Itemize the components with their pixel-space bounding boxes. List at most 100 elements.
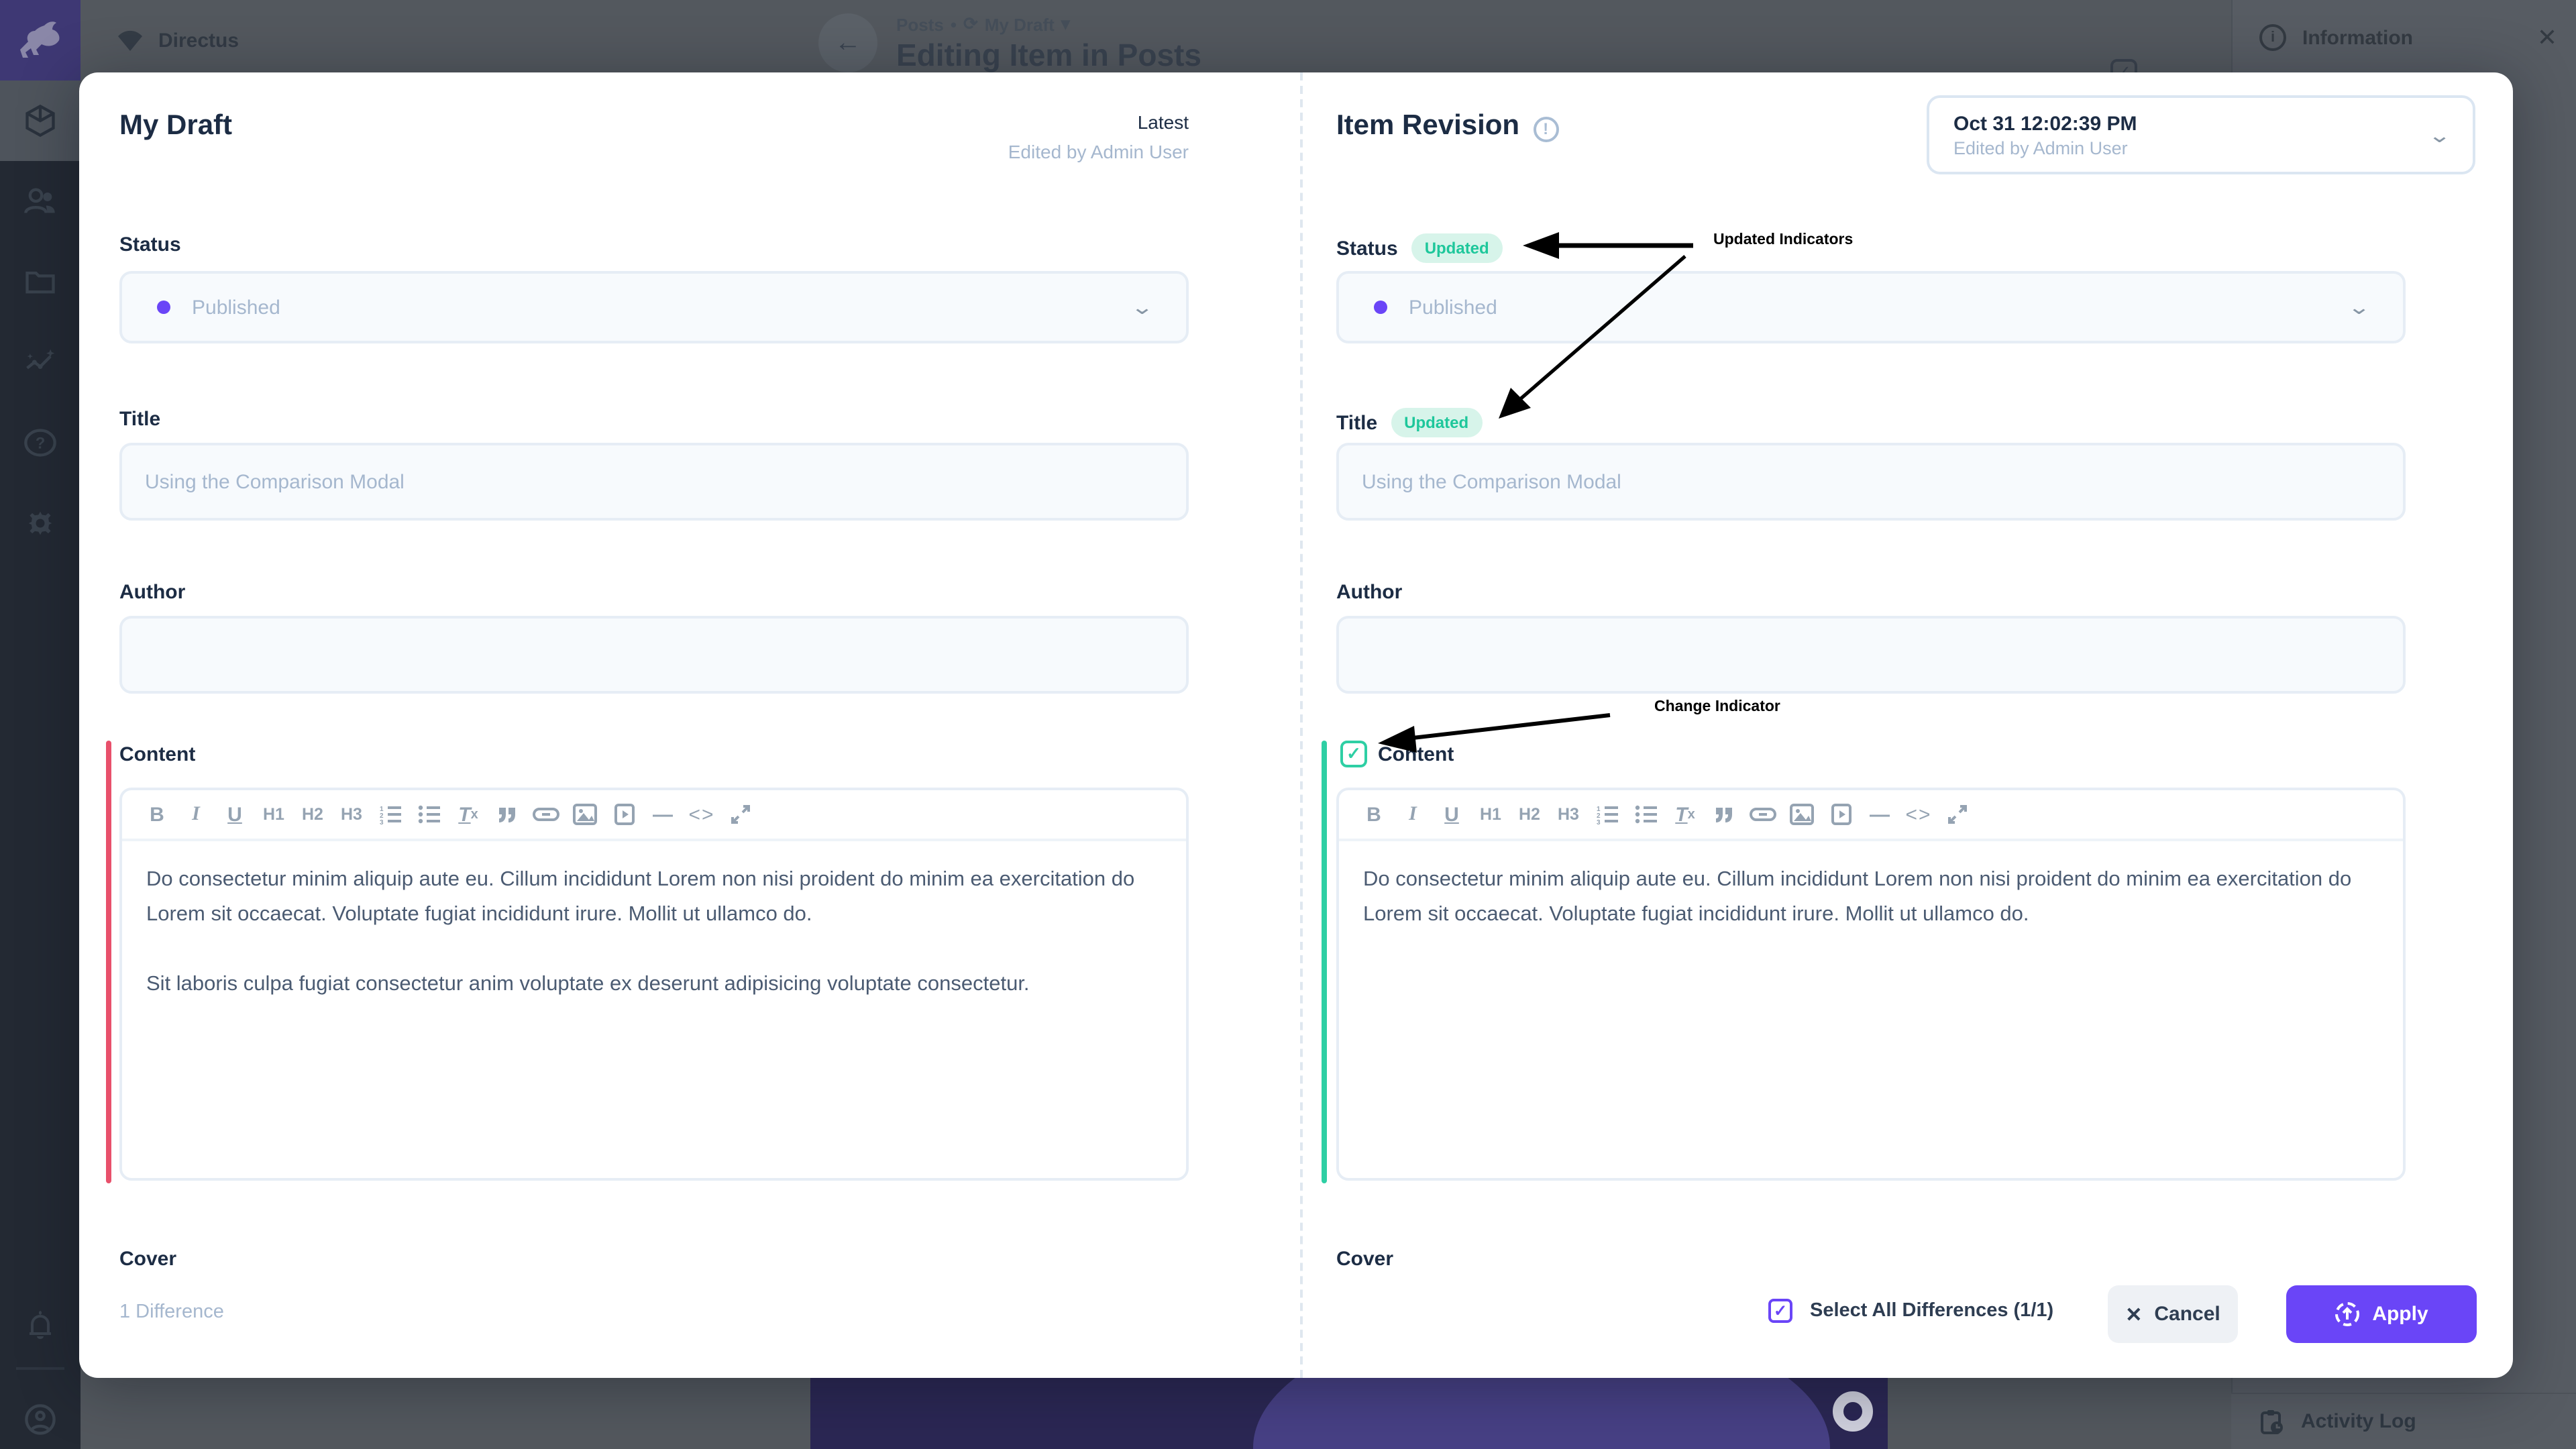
breadcrumb-item[interactable]: My Draft xyxy=(984,14,1055,34)
revision-time: Oct 31 12:02:39 PM xyxy=(1953,112,2137,135)
right-content-text[interactable]: Do consectetur minim aliquip aute eu. Ci… xyxy=(1339,841,2403,954)
module-bar: ? xyxy=(0,0,80,1449)
h3-icon[interactable]: H3 xyxy=(1558,805,1579,824)
italic-icon[interactable]: I xyxy=(192,803,200,824)
image-icon[interactable] xyxy=(570,797,600,832)
select-all-differences[interactable]: ✓ Select All Differences (1/1) xyxy=(1768,1299,2053,1323)
bullet-list-icon[interactable] xyxy=(1631,797,1661,832)
left-title-label: Title xyxy=(119,408,161,431)
annotation-arrows xyxy=(1378,232,1693,753)
fullscreen-icon[interactable] xyxy=(726,797,755,832)
left-author-input[interactable] xyxy=(119,616,1189,694)
svg-text:2: 2 xyxy=(380,812,384,820)
left-status-label: Status xyxy=(119,233,181,256)
blockquote-icon[interactable] xyxy=(1709,797,1739,832)
project-logo-icon xyxy=(118,30,142,51)
h2-icon[interactable]: H2 xyxy=(1519,805,1540,824)
breadcrumb-collection[interactable]: Posts xyxy=(896,14,944,34)
link-icon[interactable] xyxy=(1748,797,1778,832)
fullscreen-icon[interactable] xyxy=(1943,797,1972,832)
bold-icon[interactable]: B xyxy=(150,803,164,826)
content-change-checkbox[interactable]: ✓ xyxy=(1340,741,1367,767)
notifications-button[interactable] xyxy=(0,1285,80,1366)
code-icon[interactable]: <> xyxy=(1905,803,1932,826)
sidebar-item-settings[interactable] xyxy=(0,483,80,564)
left-title-input[interactable]: Using the Comparison Modal xyxy=(119,443,1189,521)
close-icon: ✕ xyxy=(2125,1303,2143,1326)
horizontal-rule-icon[interactable]: — xyxy=(1870,803,1890,826)
bell-icon xyxy=(30,1311,51,1339)
left-title-value: Using the Comparison Modal xyxy=(145,470,405,493)
sidebar-item-help[interactable]: ? xyxy=(0,402,80,483)
h2-icon[interactable]: H2 xyxy=(302,805,323,824)
comparison-modal: My Draft Latest Edited by Admin User Sta… xyxy=(79,72,2513,1378)
left-status-select[interactable]: Published ⌄ xyxy=(119,271,1189,343)
sidebar-item-insights[interactable] xyxy=(0,322,80,402)
code-icon[interactable]: <> xyxy=(688,803,715,826)
revision-icon: ⟳ xyxy=(963,13,978,34)
right-cover-label: Cover xyxy=(1336,1248,1394,1271)
left-content-label: Content xyxy=(119,743,196,766)
cancel-button[interactable]: ✕ Cancel xyxy=(2108,1285,2238,1343)
media-icon[interactable] xyxy=(609,797,639,832)
underline-icon[interactable]: U xyxy=(1444,803,1459,826)
underline-icon[interactable]: U xyxy=(227,803,242,826)
left-version-label: Latest xyxy=(1137,111,1189,133)
image-icon[interactable] xyxy=(1787,797,1817,832)
activity-log-icon xyxy=(2261,1409,2283,1434)
insights-icon xyxy=(26,349,55,370)
bullet-list-icon[interactable] xyxy=(415,797,444,832)
right-status-select[interactable]: Published ⌄ xyxy=(1336,271,2406,343)
horizontal-rule-icon[interactable]: — xyxy=(653,803,673,826)
back-button[interactable]: ← xyxy=(818,13,877,72)
revision-picker[interactable]: Oct 31 12:02:39 PM Edited by Admin User … xyxy=(1927,95,2475,174)
select-all-checkbox[interactable]: ✓ xyxy=(1768,1299,1792,1323)
h3-icon[interactable]: H3 xyxy=(341,805,362,824)
h1-icon[interactable]: H1 xyxy=(1480,805,1501,824)
annotation-change-indicator: Change Indicator xyxy=(1654,699,1780,715)
right-author-label: Author xyxy=(1336,581,1403,604)
right-change-bar-added xyxy=(1322,741,1327,1183)
sidebar-item-files[interactable] xyxy=(0,241,80,322)
italic-icon[interactable]: I xyxy=(1409,803,1417,824)
h1-icon[interactable]: H1 xyxy=(263,805,284,824)
status-dot-icon xyxy=(157,301,170,314)
breadcrumb[interactable]: Posts • ⟳ My Draft ▾ xyxy=(896,13,1201,35)
right-title-input[interactable]: Using the Comparison Modal xyxy=(1336,443,2406,521)
folder-icon xyxy=(25,271,55,294)
status-updated-badge: Updated xyxy=(1411,233,1503,263)
bold-icon[interactable]: B xyxy=(1366,803,1381,826)
user-avatar[interactable] xyxy=(0,1379,80,1449)
close-icon[interactable]: ✕ xyxy=(2536,24,2557,51)
left-cover-label: Cover xyxy=(119,1248,177,1271)
chevron-down-icon: ▾ xyxy=(1061,13,1070,34)
revision-info-icon[interactable]: ! xyxy=(1533,116,1559,142)
gear-icon xyxy=(28,511,52,535)
apply-button[interactable]: Apply xyxy=(2286,1285,2477,1343)
content-cube-icon xyxy=(25,104,55,138)
directus-logo[interactable] xyxy=(0,0,80,80)
svg-text:1: 1 xyxy=(1597,806,1601,813)
avatar-icon xyxy=(25,1404,56,1435)
users-icon xyxy=(24,188,55,214)
link-icon[interactable] xyxy=(531,797,561,832)
sidebar-item-users[interactable] xyxy=(0,161,80,241)
right-title-value: Using the Comparison Modal xyxy=(1362,470,1621,493)
apply-commit-icon xyxy=(2335,1302,2360,1326)
left-content-text[interactable]: Do consectetur minim aliquip aute eu. Ci… xyxy=(122,841,1186,1024)
right-title-label: Title Updated xyxy=(1336,408,1483,437)
blockquote-icon[interactable] xyxy=(492,797,522,832)
svg-text:2: 2 xyxy=(1597,812,1601,820)
media-icon[interactable] xyxy=(1826,797,1856,832)
right-author-input[interactable] xyxy=(1336,616,2406,694)
sidebar-item-activity-log[interactable]: Activity Log xyxy=(2231,1393,2576,1449)
svg-text:1: 1 xyxy=(380,806,384,813)
sidebar-item-content[interactable] xyxy=(0,80,80,161)
